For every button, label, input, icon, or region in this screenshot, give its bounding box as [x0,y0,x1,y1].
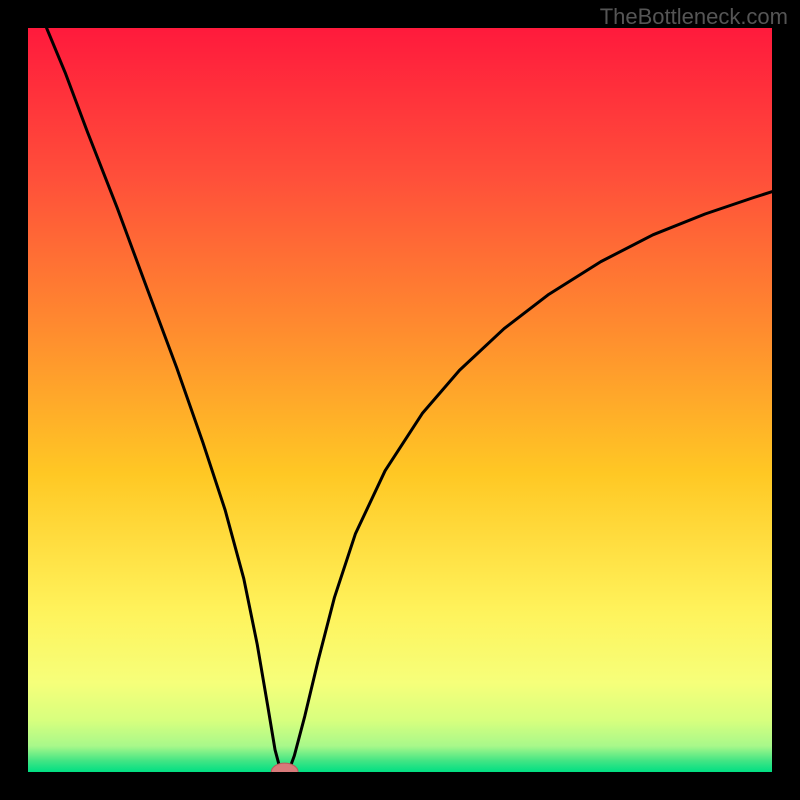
plot-area [28,28,772,772]
chart-wrapper: TheBottleneck.com [0,0,800,800]
watermark-text: TheBottleneck.com [600,4,788,30]
chart-svg [28,28,772,772]
gradient-background [28,28,772,772]
